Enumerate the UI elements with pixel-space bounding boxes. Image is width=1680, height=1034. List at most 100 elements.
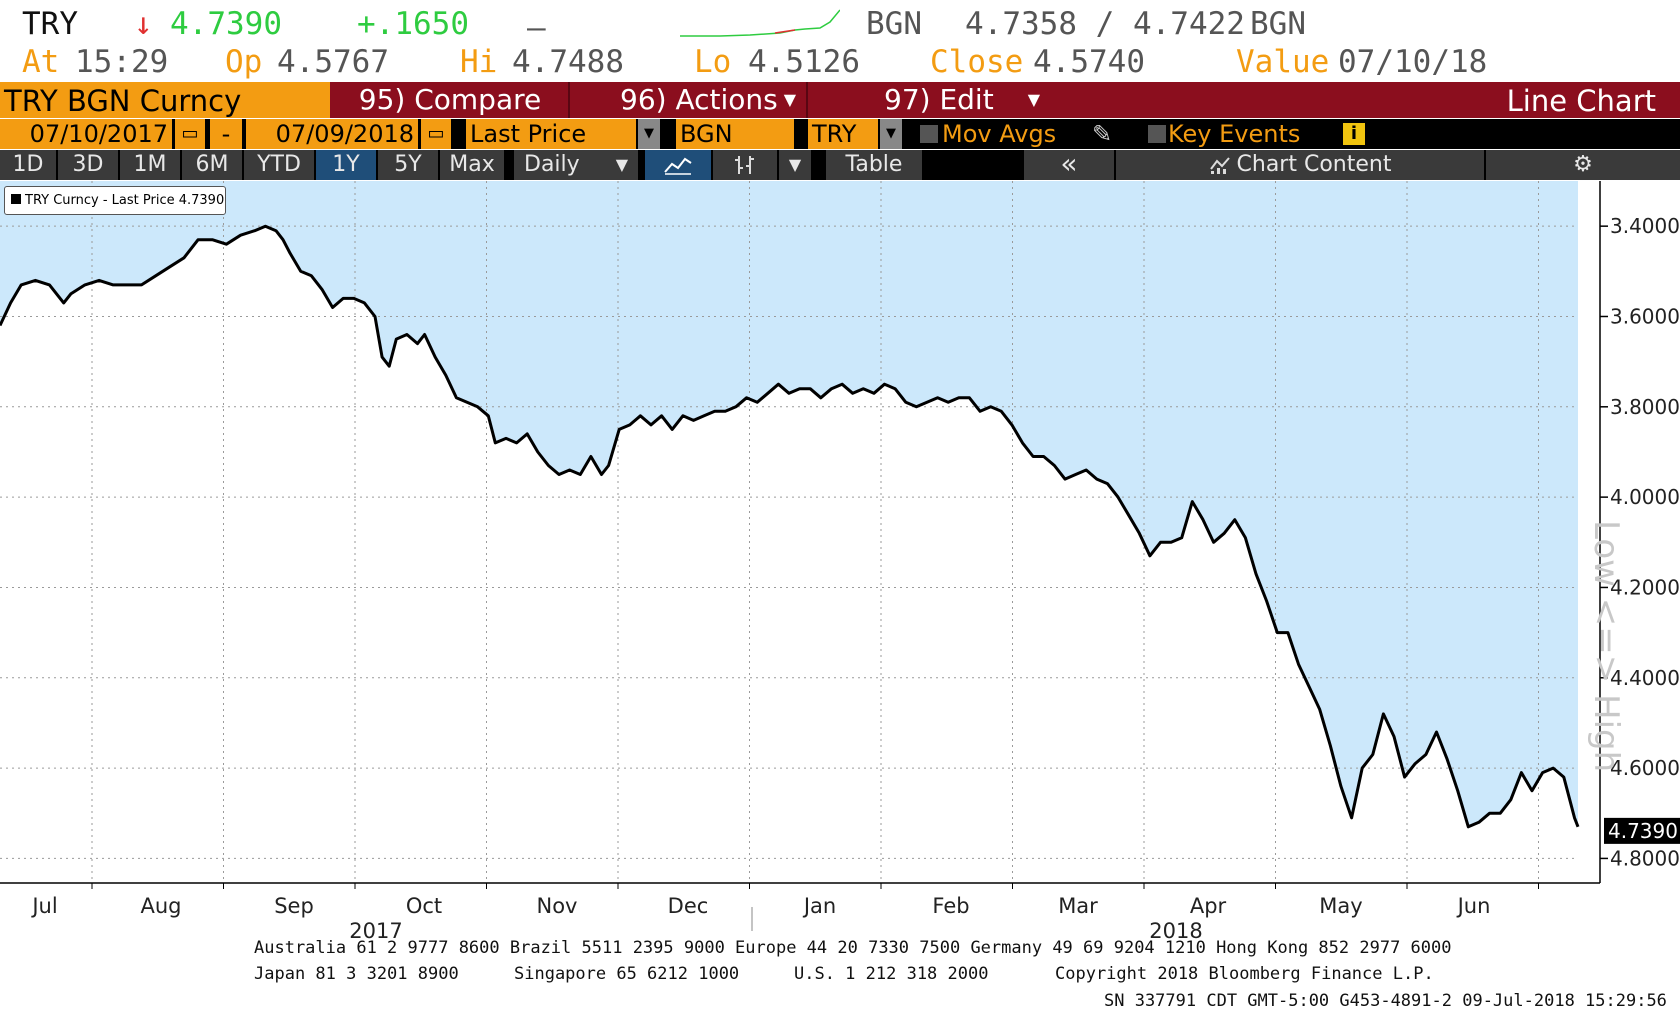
bid-ask: 4.7358 / 4.7422	[965, 6, 1245, 42]
y-tick-label: 3.6000	[1610, 304, 1680, 328]
price-line	[0, 224, 1580, 829]
last-value-box	[1604, 817, 1680, 844]
period-button-3d[interactable]: 3D	[58, 150, 118, 180]
period-button-max[interactable]: Max	[440, 150, 504, 180]
field-select[interactable]: Last Price	[466, 119, 636, 149]
menu-bar	[330, 82, 1680, 118]
month-label: Feb	[932, 894, 969, 918]
footer-us: U.S. 1 212 318 2000	[794, 964, 989, 984]
source-label: BGN	[866, 6, 922, 42]
source-value: BGN	[680, 120, 733, 148]
currency-value: TRY	[812, 120, 857, 148]
chart-content-icon	[1209, 157, 1230, 174]
month-label: Aug	[140, 894, 181, 918]
chart-type-label: Line Chart	[1506, 84, 1656, 118]
period-button-ytd[interactable]: YTD	[244, 150, 314, 180]
currency-field[interactable]: TRY	[808, 119, 878, 149]
low-value: 4.5126	[748, 44, 860, 80]
y-tick-label: 4.6000	[1610, 756, 1680, 780]
mov-avgs-checkbox[interactable]	[920, 125, 938, 143]
actions-label: 96) Actions	[620, 83, 778, 116]
open-label: Op	[225, 44, 263, 80]
value-date: 07/10/18	[1338, 44, 1488, 80]
end-date-value: 07/09/2018	[275, 120, 414, 148]
calendar-icon[interactable]: ▭	[421, 119, 451, 149]
footer-session: SN 337791 CDT GMT-5:00 G453-4891-2 09-Ju…	[1104, 991, 1667, 1011]
high-value: 4.7488	[512, 44, 624, 80]
frequency-select[interactable]: Daily ▼	[514, 150, 638, 180]
close-value: 4.5740	[1033, 44, 1145, 80]
month-label: Jan	[802, 894, 836, 918]
open-value: 4.5767	[277, 44, 389, 80]
key-events-label: Key Events	[1168, 120, 1301, 148]
footer-copyright: Copyright 2018 Bloomberg Finance L.P.	[1055, 964, 1434, 984]
y-tick-label: 4.4000	[1610, 666, 1680, 690]
footer-japan: Japan 81 3 3201 8900	[254, 964, 459, 984]
table-button[interactable]: Table	[826, 150, 922, 180]
line-chart[interactable]: 3.4000 3.6000 3.8000 4.0000 4.2000 4.4000 4.60…	[0, 181, 1680, 941]
table-label: Table	[845, 152, 903, 177]
field-value: Last Price	[470, 120, 587, 148]
last-price: 4.7390	[170, 6, 282, 42]
line-chart-icon[interactable]	[645, 150, 711, 180]
source-field[interactable]: BGN	[676, 119, 794, 149]
dash: –	[527, 10, 546, 46]
chart-content-button[interactable]: Chart Content	[1116, 150, 1484, 180]
y-tick-label: 3.4000	[1610, 214, 1680, 238]
caret-down-icon[interactable]: ▼	[638, 119, 660, 149]
year-label: 2018	[1149, 919, 1202, 941]
ticker: TRY	[22, 6, 78, 42]
period-button-1y[interactable]: 1Y	[316, 150, 376, 180]
edit-menu[interactable]: 97) Edit ▼	[810, 82, 1050, 118]
chart-content-label: Chart Content	[1236, 152, 1392, 177]
month-label: Sep	[274, 894, 314, 918]
period-button-6m[interactable]: 6M	[182, 150, 242, 180]
caret-down-icon[interactable]: ▼	[779, 150, 811, 180]
date-sep: -	[221, 120, 231, 148]
month-label: Jun	[1456, 894, 1491, 918]
frequency-label: Daily	[524, 152, 580, 177]
caret-down-icon: ▼	[615, 155, 628, 174]
period-button-1m[interactable]: 1M	[120, 150, 180, 180]
month-label: Dec	[668, 894, 709, 918]
security-field[interactable]: TRY BGN Curncy	[0, 82, 330, 118]
bar-chart-icon[interactable]	[713, 150, 777, 180]
calendar-icon[interactable]: ▭	[175, 119, 205, 149]
gear-icon[interactable]: ⚙	[1486, 150, 1680, 180]
footer-phones: Australia 61 2 9777 8600 Brazil 5511 239…	[254, 938, 1452, 958]
last-value-label: 4.7390	[1608, 819, 1678, 843]
value-date-label: Value	[1236, 44, 1330, 80]
security-label: TRY BGN Curncy	[4, 84, 242, 118]
sparkline	[680, 9, 840, 37]
low-label: Lo	[694, 44, 732, 80]
actions-menu[interactable]: 96) Actions ▼	[572, 82, 808, 118]
month-label: Apr	[1190, 894, 1227, 918]
chart-type-title: Line Chart	[1300, 82, 1656, 118]
start-date-value: 07/10/2017	[29, 120, 168, 148]
year-label: 2017	[349, 919, 402, 941]
collapse-icon[interactable]: «	[1024, 150, 1114, 180]
compare-button[interactable]: 95) Compare	[332, 82, 570, 118]
key-events-checkbox[interactable]	[1148, 125, 1166, 143]
info-icon[interactable]: i	[1343, 123, 1365, 145]
net-change: +.1650	[357, 6, 469, 42]
start-date-field[interactable]: 07/10/2017	[0, 119, 172, 149]
y-tick-label: 4.8000	[1610, 846, 1680, 870]
source-label-2: BGN	[1250, 6, 1306, 42]
pencil-icon[interactable]: ✎	[1092, 120, 1113, 148]
y-tick-label: 4.2000	[1610, 575, 1680, 599]
caret-down-icon: ▼	[783, 90, 796, 109]
caret-down-icon[interactable]: ▼	[880, 119, 902, 149]
at-time: 15:29	[75, 44, 169, 80]
close-label: Close	[930, 44, 1024, 80]
date-separator: -	[210, 119, 242, 149]
period-button-1d[interactable]: 1D	[0, 150, 56, 180]
y-tick-label: 3.8000	[1610, 395, 1680, 419]
low-high-label: Low <=> High	[1586, 520, 1626, 773]
caret-down-icon: ▼	[1027, 90, 1040, 109]
end-date-field[interactable]: 07/09/2018	[246, 119, 418, 149]
month-label: Jul	[30, 894, 57, 918]
low-high-side-label: Low <=> High	[1586, 520, 1626, 772]
period-button-5y[interactable]: 5Y	[378, 150, 438, 180]
at-label: At	[22, 44, 60, 80]
